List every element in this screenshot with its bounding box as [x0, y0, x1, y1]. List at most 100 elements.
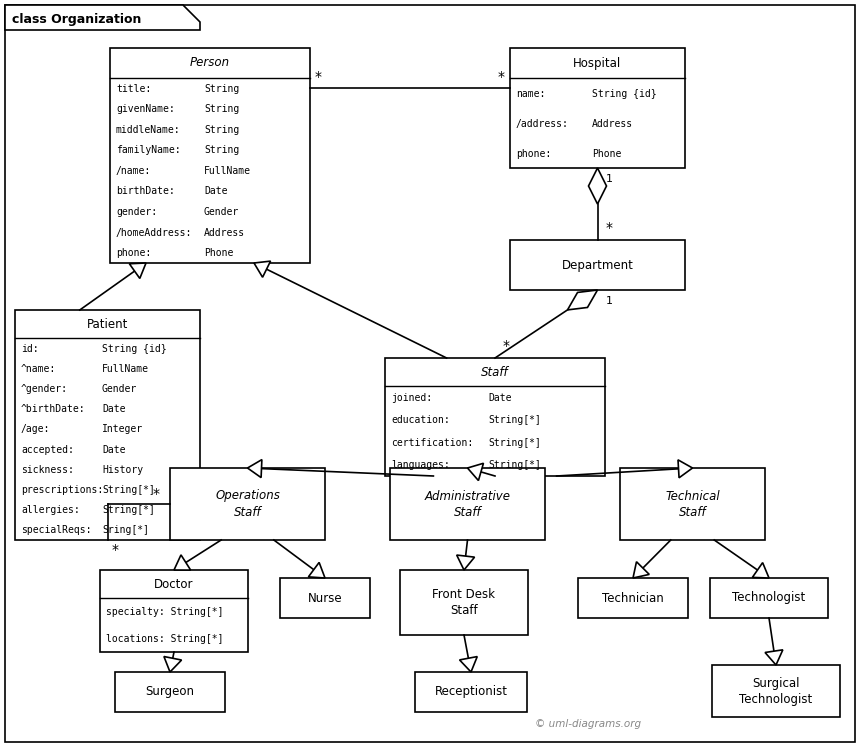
Text: Date: Date — [102, 404, 126, 414]
Text: Integer: Integer — [102, 424, 143, 434]
Polygon shape — [588, 168, 606, 204]
Text: String[*]: String[*] — [102, 485, 155, 495]
Text: id:: id: — [21, 344, 39, 353]
Text: Address: Address — [204, 228, 245, 238]
Bar — [170, 468, 325, 540]
Text: String {id}: String {id} — [593, 89, 657, 99]
Text: middleName:: middleName: — [116, 125, 181, 134]
Text: ^gender:: ^gender: — [21, 384, 68, 394]
Polygon shape — [459, 657, 477, 672]
Text: title:: title: — [116, 84, 151, 93]
Text: Department: Department — [562, 258, 634, 271]
Text: Patient: Patient — [87, 317, 128, 330]
Text: sickness:: sickness: — [21, 465, 74, 474]
Text: /homeAddress:: /homeAddress: — [116, 228, 193, 238]
Polygon shape — [248, 459, 262, 477]
Polygon shape — [457, 555, 475, 570]
Polygon shape — [5, 5, 200, 30]
Text: education:: education: — [391, 415, 450, 425]
Polygon shape — [254, 261, 271, 277]
Text: Phone: Phone — [204, 248, 233, 258]
Text: *: * — [112, 543, 119, 557]
Text: String: String — [204, 84, 239, 93]
Polygon shape — [678, 460, 692, 478]
Text: Date: Date — [204, 187, 228, 196]
Bar — [15, 310, 200, 540]
Text: accepted:: accepted: — [21, 444, 74, 454]
Text: prescriptions:: prescriptions: — [21, 485, 103, 495]
Text: String[*]: String[*] — [102, 505, 155, 515]
Text: FullName: FullName — [204, 166, 251, 176]
Bar — [712, 665, 840, 717]
Text: String[*]: String[*] — [488, 460, 541, 470]
Polygon shape — [633, 562, 649, 578]
Text: Hospital: Hospital — [574, 57, 622, 69]
Text: Front Desk
Staff: Front Desk Staff — [433, 588, 495, 617]
Bar — [710, 578, 828, 618]
Text: Date: Date — [488, 393, 512, 403]
Text: familyName:: familyName: — [116, 146, 181, 155]
Text: 1: 1 — [605, 296, 612, 306]
Polygon shape — [309, 562, 325, 578]
Text: *: * — [503, 339, 510, 353]
Text: Phone: Phone — [593, 149, 622, 158]
Polygon shape — [568, 290, 598, 310]
Text: *: * — [315, 70, 322, 84]
Bar — [510, 240, 685, 290]
Text: phone:: phone: — [116, 248, 151, 258]
Text: FullName: FullName — [102, 364, 149, 374]
Text: allergies:: allergies: — [21, 505, 80, 515]
Text: locations: String[*]: locations: String[*] — [106, 634, 224, 644]
Bar — [100, 570, 248, 652]
Polygon shape — [164, 657, 181, 672]
Polygon shape — [174, 555, 191, 570]
Text: History: History — [102, 465, 143, 474]
Polygon shape — [468, 463, 483, 480]
Text: Technician: Technician — [602, 592, 664, 604]
Text: Person: Person — [190, 57, 230, 69]
Bar — [280, 578, 370, 618]
Bar — [385, 358, 605, 476]
Text: ^birthDate:: ^birthDate: — [21, 404, 86, 414]
Text: Doctor: Doctor — [154, 577, 194, 590]
Text: Gender: Gender — [102, 384, 138, 394]
Text: specialReqs:: specialReqs: — [21, 525, 91, 536]
Text: © uml-diagrams.org: © uml-diagrams.org — [535, 719, 641, 729]
Text: *: * — [498, 70, 505, 84]
Text: String: String — [204, 146, 239, 155]
Bar — [415, 672, 527, 712]
Text: gender:: gender: — [116, 207, 157, 217]
Text: Sring[*]: Sring[*] — [102, 525, 149, 536]
Text: /name:: /name: — [116, 166, 151, 176]
Text: Receptionist: Receptionist — [434, 686, 507, 698]
Text: Address: Address — [593, 119, 633, 128]
Text: Technologist: Technologist — [733, 592, 806, 604]
Text: givenName:: givenName: — [116, 105, 175, 114]
Bar — [390, 468, 545, 540]
Text: joined:: joined: — [391, 393, 432, 403]
Text: languages:: languages: — [391, 460, 450, 470]
Text: Surgeon: Surgeon — [145, 686, 194, 698]
Text: *: * — [605, 221, 612, 235]
Text: Technical
Staff: Technical Staff — [665, 489, 720, 518]
Bar — [620, 468, 765, 540]
Text: String {id}: String {id} — [102, 344, 167, 353]
Text: *: * — [153, 487, 160, 501]
Polygon shape — [129, 263, 146, 279]
Bar — [115, 672, 225, 712]
Bar — [110, 48, 310, 263]
Text: ^name:: ^name: — [21, 364, 56, 374]
Text: Surgical
Technologist: Surgical Technologist — [740, 677, 813, 705]
Text: String[*]: String[*] — [488, 438, 541, 447]
Text: Operations
Staff: Operations Staff — [215, 489, 280, 518]
Text: Date: Date — [102, 444, 126, 454]
Text: Gender: Gender — [204, 207, 239, 217]
Text: class Organization: class Organization — [12, 13, 141, 25]
Text: specialty: String[*]: specialty: String[*] — [106, 607, 224, 617]
Polygon shape — [765, 650, 783, 665]
Text: birthDate:: birthDate: — [116, 187, 175, 196]
Text: /address:: /address: — [516, 119, 568, 128]
Text: Staff: Staff — [482, 365, 509, 379]
Text: 1: 1 — [605, 174, 612, 184]
Polygon shape — [752, 562, 769, 578]
